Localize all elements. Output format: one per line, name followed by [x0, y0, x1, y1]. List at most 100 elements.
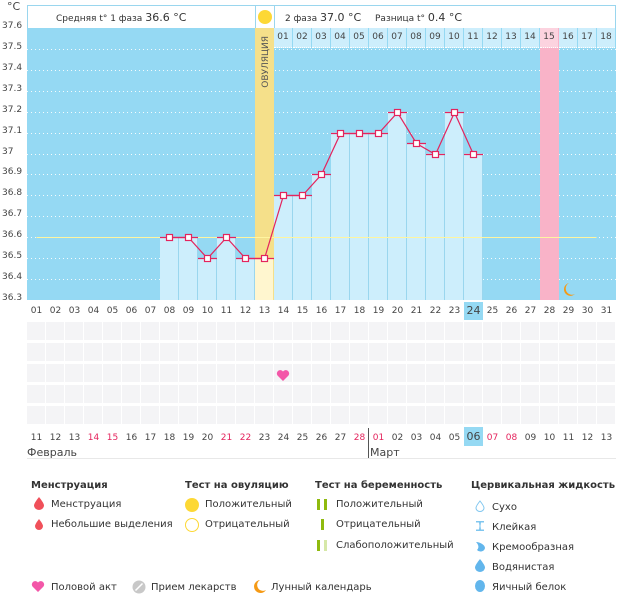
event-cell[interactable] [350, 343, 368, 361]
calendar-date[interactable]: 03 [410, 433, 423, 443]
event-cell[interactable] [312, 406, 330, 424]
event-cell[interactable] [27, 343, 45, 361]
event-cell[interactable] [597, 406, 615, 424]
event-cell[interactable] [179, 343, 197, 361]
event-cell[interactable] [198, 343, 216, 361]
x-tick-label[interactable]: 25 [486, 306, 499, 316]
event-cell[interactable] [122, 364, 140, 382]
event-cell[interactable] [293, 322, 311, 340]
event-cell[interactable] [160, 322, 178, 340]
event-cell[interactable] [84, 385, 102, 403]
x-tick-label[interactable]: 13 [258, 306, 271, 316]
calendar-date[interactable]: 28 [353, 433, 366, 443]
calendar-date[interactable]: 25 [296, 433, 309, 443]
event-cell[interactable] [407, 343, 425, 361]
event-cell[interactable] [559, 385, 577, 403]
event-cell[interactable] [331, 322, 349, 340]
x-tick-label[interactable]: 27 [524, 306, 537, 316]
event-cell[interactable] [236, 364, 254, 382]
x-tick-label[interactable]: 30 [581, 306, 594, 316]
event-cell[interactable] [540, 385, 558, 403]
event-cell[interactable] [236, 322, 254, 340]
event-cell[interactable] [217, 385, 235, 403]
event-cell[interactable] [331, 385, 349, 403]
event-cell[interactable] [483, 406, 501, 424]
event-cell[interactable] [540, 322, 558, 340]
event-cell[interactable] [179, 406, 197, 424]
x-tick-label[interactable]: 10 [201, 306, 214, 316]
event-cell[interactable] [255, 322, 273, 340]
event-cell[interactable] [521, 385, 539, 403]
event-cell[interactable] [312, 343, 330, 361]
calendar-date[interactable]: 17 [144, 433, 157, 443]
event-cell[interactable] [559, 343, 577, 361]
calendar-date[interactable]: 23 [258, 433, 271, 443]
event-cell[interactable] [388, 385, 406, 403]
event-cell[interactable] [293, 364, 311, 382]
x-tick-label[interactable]: 15 [296, 306, 309, 316]
event-cell[interactable] [426, 322, 444, 340]
event-cell[interactable] [331, 406, 349, 424]
event-cell[interactable] [464, 343, 482, 361]
calendar-date[interactable]: 19 [182, 433, 195, 443]
event-cell[interactable] [597, 385, 615, 403]
event-cell[interactable] [407, 385, 425, 403]
event-cell[interactable] [407, 364, 425, 382]
event-cell[interactable] [84, 322, 102, 340]
x-tick-label[interactable]: 28 [543, 306, 556, 316]
event-cell[interactable] [27, 385, 45, 403]
event-cell[interactable] [388, 343, 406, 361]
calendar-date[interactable]: 04 [429, 433, 442, 443]
event-cell[interactable] [198, 385, 216, 403]
event-cell[interactable] [464, 322, 482, 340]
event-cell[interactable] [103, 343, 121, 361]
event-cell[interactable] [255, 364, 273, 382]
event-cell[interactable] [559, 364, 577, 382]
event-cell[interactable] [84, 406, 102, 424]
x-tick-label[interactable]: 16 [315, 306, 328, 316]
event-cell[interactable] [540, 343, 558, 361]
calendar-date[interactable]: 08 [505, 433, 518, 443]
event-cell[interactable] [464, 364, 482, 382]
event-cell[interactable] [426, 364, 444, 382]
calendar-date[interactable]: 12 [581, 433, 594, 443]
event-cell[interactable] [141, 322, 159, 340]
calendar-date[interactable]: 18 [163, 433, 176, 443]
event-cell[interactable] [369, 385, 387, 403]
event-cell[interactable] [464, 406, 482, 424]
event-cell[interactable] [179, 385, 197, 403]
event-cell[interactable] [369, 406, 387, 424]
event-cell[interactable] [578, 322, 596, 340]
event-cell[interactable] [122, 385, 140, 403]
calendar-date[interactable]: 05 [448, 433, 461, 443]
event-cell[interactable] [274, 385, 292, 403]
event-cell[interactable] [84, 364, 102, 382]
x-tick-label[interactable]: 26 [505, 306, 518, 316]
event-cell[interactable] [388, 406, 406, 424]
event-cell[interactable] [464, 385, 482, 403]
event-cell[interactable] [578, 343, 596, 361]
event-cell[interactable] [312, 385, 330, 403]
event-cell[interactable] [293, 406, 311, 424]
event-cell[interactable] [502, 406, 520, 424]
event-cell[interactable] [198, 322, 216, 340]
x-tick-label[interactable]: 01 [30, 306, 43, 316]
event-cell[interactable] [103, 322, 121, 340]
event-cell[interactable] [597, 343, 615, 361]
event-cell[interactable] [65, 364, 83, 382]
event-cell[interactable] [350, 364, 368, 382]
event-cell[interactable] [559, 322, 577, 340]
x-tick-label[interactable]: 29 [562, 306, 575, 316]
event-cell[interactable] [331, 364, 349, 382]
calendar-date[interactable]: 20 [201, 433, 214, 443]
calendar-date[interactable]: 14 [87, 433, 100, 443]
calendar-date[interactable]: 21 [220, 433, 233, 443]
event-cell[interactable] [122, 406, 140, 424]
x-tick-label[interactable]: 20 [391, 306, 404, 316]
event-cell[interactable] [46, 364, 64, 382]
calendar-date[interactable]: 15 [106, 433, 119, 443]
event-cell[interactable] [578, 364, 596, 382]
calendar-date[interactable]: 26 [315, 433, 328, 443]
event-cell[interactable] [160, 343, 178, 361]
event-cell[interactable] [160, 364, 178, 382]
